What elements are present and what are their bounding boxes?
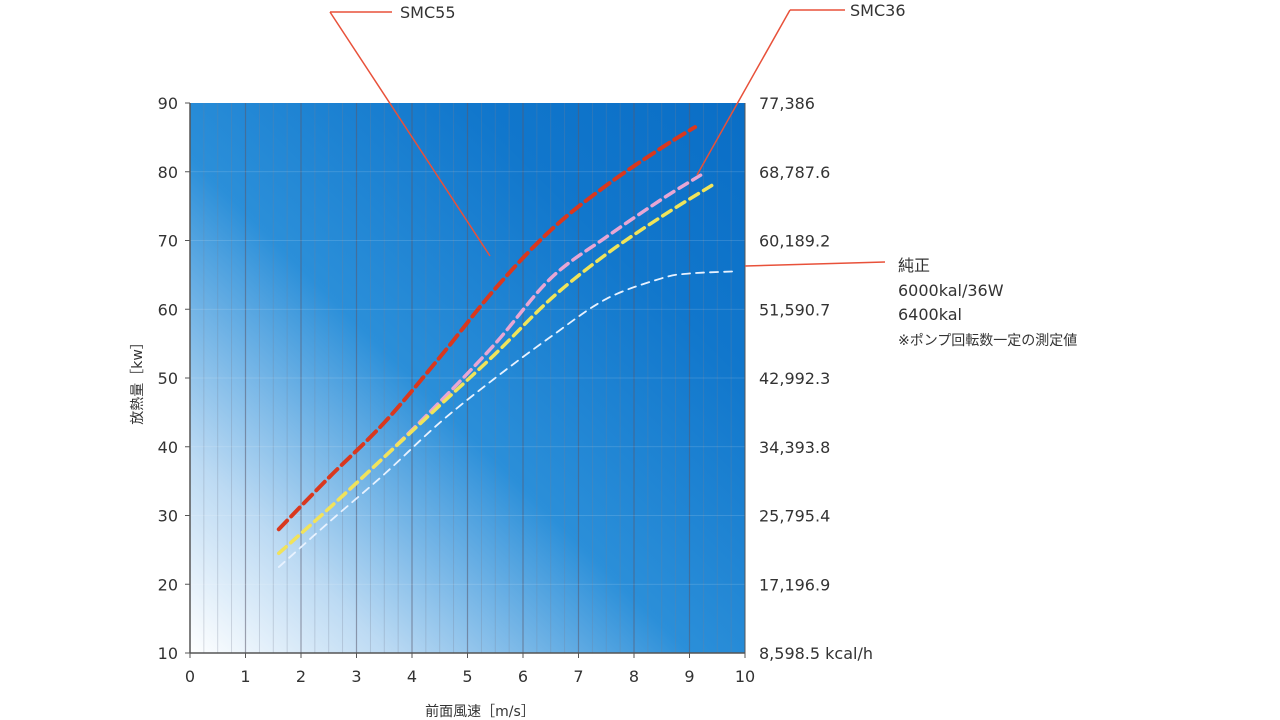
x-tick-label: 7 (573, 667, 583, 686)
series-line-4 (277, 270, 735, 568)
x-tick-label: 6 (518, 667, 528, 686)
y2-tick-label: 60,189.2 (759, 232, 830, 251)
series-lines (276, 125, 735, 568)
series-line-3 (277, 183, 714, 556)
y-ticks: 10 20 30 40 50 60 70 80 90 (158, 94, 190, 663)
y2-tick-label: 8,598.5 kcal/h (759, 644, 873, 663)
y2-tick-label: 68,787.6 (759, 163, 830, 182)
x-tick-label: 8 (629, 667, 639, 686)
y2-tick-label: 34,393.8 (759, 438, 830, 457)
x-tick-label: 2 (296, 667, 306, 686)
x-tick-label: 3 (351, 667, 361, 686)
y-tick-label: 40 (158, 438, 178, 457)
y2-tick-label: 77,386 (759, 94, 815, 113)
annotation-leader-smc55-a (329, 11, 491, 257)
x-ticks: 0 1 2 3 4 5 6 7 8 9 10 (185, 653, 755, 686)
x-tick-label: 1 (240, 667, 250, 686)
y2-tick-label: 42,992.3 (759, 369, 830, 388)
y-tick-label: 70 (158, 232, 178, 251)
annotation-smc55: SMC55 (400, 3, 456, 22)
y-tick-label: 90 (158, 94, 178, 113)
annotation-stock-line1: 6000kal/36W (898, 281, 1004, 300)
annotation-stock-title: 純正 (898, 256, 930, 275)
series-line-1 (276, 125, 698, 532)
y2-tick-label: 51,590.7 (759, 300, 830, 319)
x-axis-label: 前面風速［m/s］ (425, 703, 535, 720)
y-axis-label: 放熱量［kw］ (130, 335, 146, 425)
y-tick-label: 80 (158, 163, 178, 182)
annotation-stock-line3: ※ポンプ回転数一定の測定値 (898, 333, 1077, 349)
y-tick-label: 10 (158, 644, 178, 663)
y-tick-label: 50 (158, 369, 178, 388)
annotation-smc36: SMC36 (850, 1, 906, 20)
y2-ticks: 8,598.5 kcal/h 17,196.9 25,795.4 34,393.8 42… (759, 94, 873, 663)
y-tick-label: 20 (158, 575, 178, 594)
x-tick-label: 5 (462, 667, 472, 686)
x-tick-label: 9 (684, 667, 694, 686)
x-tick-label: 4 (407, 667, 417, 686)
y-tick-label: 30 (158, 507, 178, 526)
x-tick-label: 10 (735, 667, 755, 686)
annotation-leader-smc36-a (696, 9, 791, 176)
annotation-stock-line2: 6400kal (898, 305, 962, 324)
annotation-leader-stock (744, 261, 886, 267)
y-tick-label: 60 (158, 300, 178, 319)
y2-tick-label: 25,795.4 (759, 507, 830, 526)
y2-tick-label: 17,196.9 (759, 575, 830, 594)
x-tick-label: 0 (185, 667, 195, 686)
